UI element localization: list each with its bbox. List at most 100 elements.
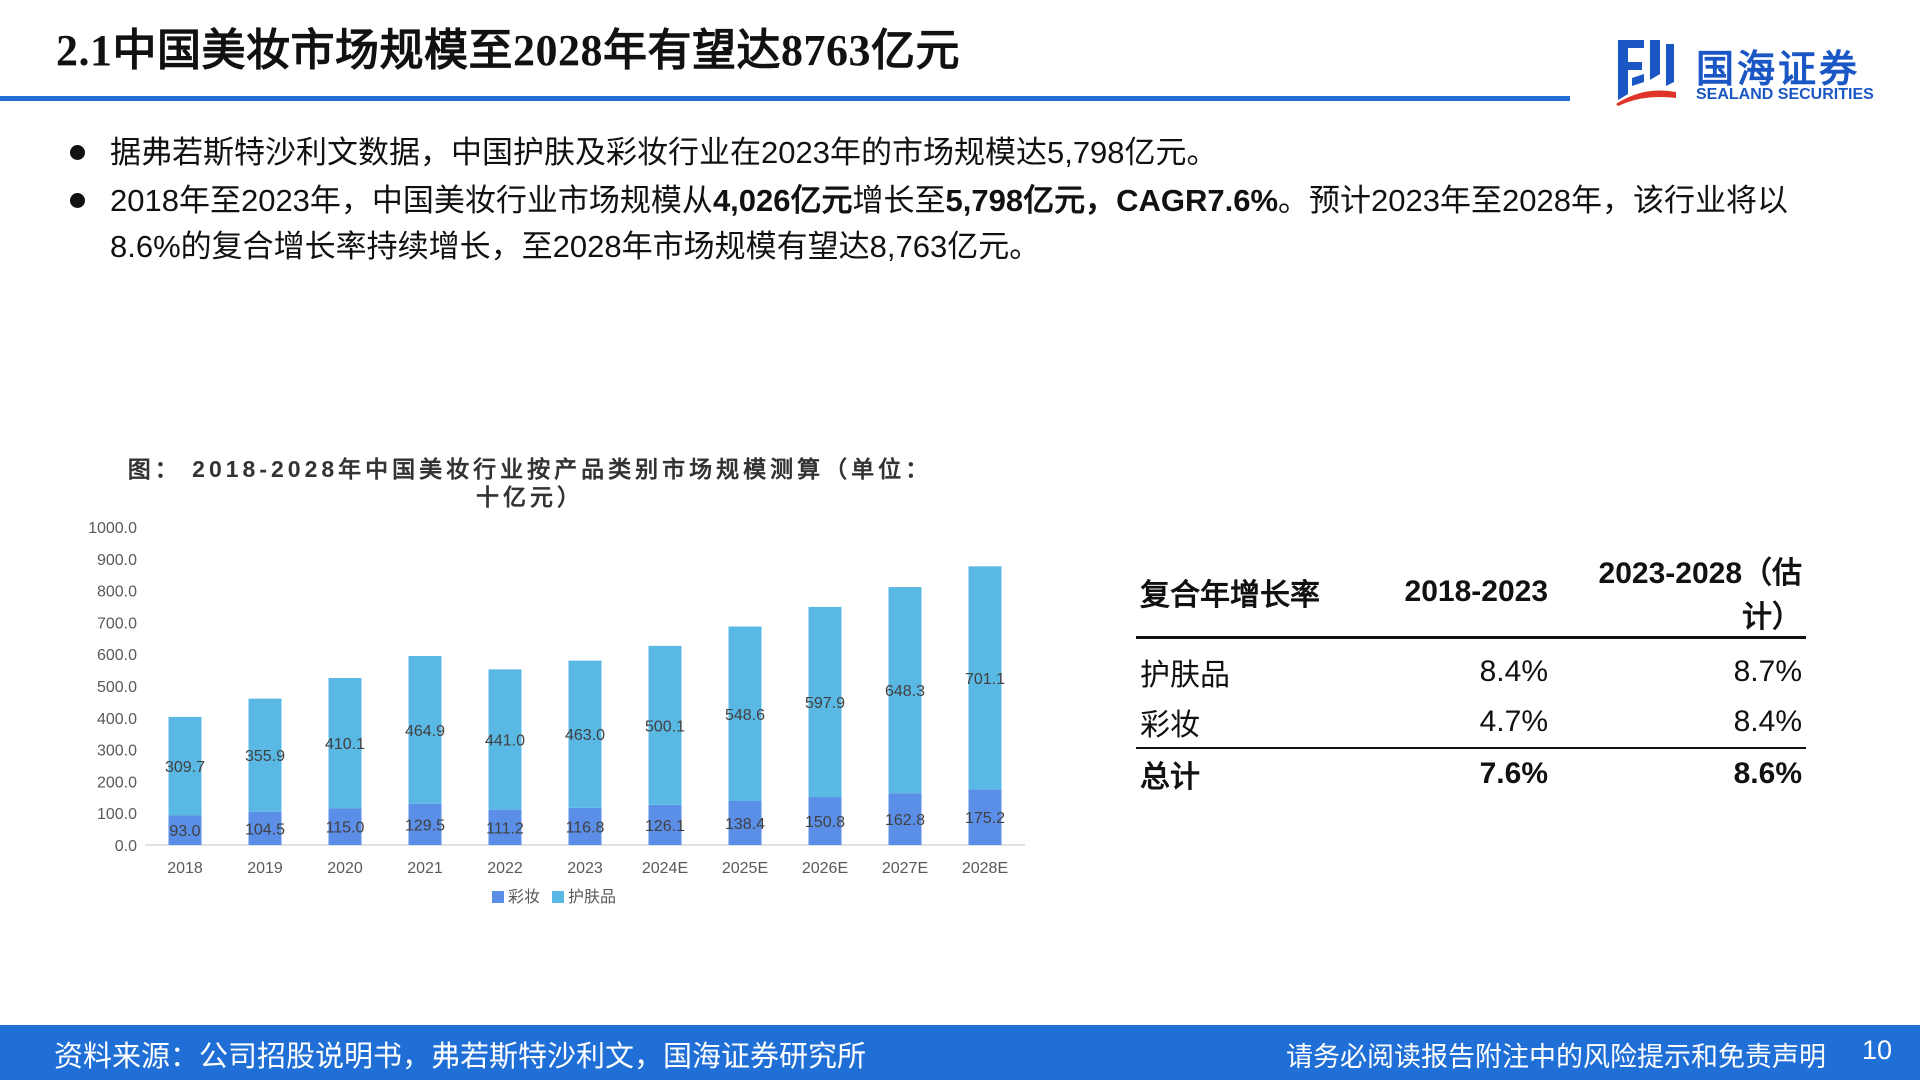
bar-segment-彩妆 bbox=[408, 803, 442, 845]
bullet-text: 增长至 bbox=[852, 183, 946, 218]
y-tick-label: 200.0 bbox=[97, 774, 137, 791]
bar-segment-护肤品 bbox=[408, 655, 442, 804]
y-tick-label: 1000.0 bbox=[88, 520, 137, 537]
bar-segment-彩妆 bbox=[328, 808, 362, 845]
bar-segment-彩妆 bbox=[968, 789, 1002, 845]
bar-segment-护肤品 bbox=[168, 716, 202, 816]
bar-segment-彩妆 bbox=[488, 809, 522, 845]
bullet-list: 据弗若斯特沙利文数据，中国护肤及彩妆行业在2023年的市场规模达5,798亿元。… bbox=[64, 130, 1854, 270]
data-label: 115.0 bbox=[326, 820, 365, 837]
y-tick-label: 0.0 bbox=[115, 838, 137, 855]
table-row: 彩妆 4.7% 8.4% bbox=[1136, 697, 1806, 748]
x-tick-label: 2027E bbox=[882, 860, 928, 877]
y-tick-label: 300.0 bbox=[97, 743, 137, 760]
data-label: 701.1 bbox=[965, 671, 1005, 688]
y-tick-label: 500.0 bbox=[97, 679, 137, 696]
table-cell: 4.7% bbox=[1479, 705, 1548, 738]
logo-name-en: SEALAND SECURITIES bbox=[1696, 86, 1874, 103]
data-label: 463.0 bbox=[565, 727, 605, 744]
bar-segment-护肤品 bbox=[728, 626, 762, 801]
table-cell: 总计 bbox=[1136, 747, 1364, 799]
legend-swatch bbox=[552, 891, 564, 903]
data-label: 175.2 bbox=[965, 810, 1005, 827]
y-tick-label: 900.0 bbox=[97, 552, 137, 569]
x-tick-label: 2026E bbox=[802, 860, 848, 877]
x-tick-label: 2025E bbox=[722, 860, 768, 877]
bar-segment-彩妆 bbox=[168, 815, 202, 845]
chart-title: 图： 2018-2028年中国美妆行业按产品类别市场规模测算（单位： 十亿元） bbox=[90, 455, 970, 511]
title-rule bbox=[0, 96, 1570, 101]
bar-segment-彩妆 bbox=[728, 800, 762, 845]
table-row: 护肤品 8.4% 8.7% bbox=[1136, 638, 1806, 698]
table-header-cell: 2023-2028（估计） bbox=[1552, 548, 1806, 639]
legend-label: 护肤品 bbox=[568, 888, 616, 906]
y-tick-label: 700.0 bbox=[97, 615, 137, 632]
y-tick-label: 400.0 bbox=[97, 711, 137, 728]
footer-bar: 资料来源：公司招股说明书，弗若斯特沙利文，国海证券研究所 请务必阅读报告附注中的… bbox=[0, 1025, 1920, 1080]
bar-segment-护肤品 bbox=[328, 678, 362, 809]
bar-segment-彩妆 bbox=[888, 793, 922, 845]
table-cell: 护肤品 bbox=[1140, 659, 1230, 692]
bar-segment-彩妆 bbox=[568, 807, 602, 845]
bar-segment-彩妆 bbox=[248, 811, 282, 845]
data-label: 410.1 bbox=[325, 736, 365, 753]
table-cell: 8.4% bbox=[1733, 705, 1802, 738]
bullet-text: 据弗若斯特沙利文数据，中国护肤及彩妆行业在2023年的市场规模达5,798亿元。 bbox=[110, 135, 1218, 170]
x-tick-label: 2018 bbox=[167, 860, 203, 877]
table-cell: 7.6% bbox=[1364, 747, 1552, 799]
page-title: 2.1中国美妆市场规模至2028年有望达8763亿元 bbox=[56, 26, 960, 75]
data-label: 309.7 bbox=[165, 759, 205, 776]
bar-segment-护肤品 bbox=[968, 566, 1002, 790]
x-tick-label: 2020 bbox=[327, 860, 363, 877]
cagr-table: 复合年增长率 2018-2023 2023-2028（估计） 护肤品 8.4% … bbox=[1136, 548, 1806, 799]
table-cell: 彩妆 bbox=[1140, 709, 1200, 742]
bar-segment-护肤品 bbox=[568, 660, 602, 808]
data-label: 355.9 bbox=[245, 748, 285, 765]
table-cell: 8.4% bbox=[1479, 655, 1548, 688]
chart-title-line: 十亿元） bbox=[476, 484, 584, 510]
data-label: 138.4 bbox=[725, 816, 765, 833]
table-header-row: 复合年增长率 2018-2023 2023-2028（估计） bbox=[1136, 548, 1806, 639]
data-label: 93.0 bbox=[169, 823, 200, 840]
x-tick-label: 2024E bbox=[642, 860, 688, 877]
chart-title-line: 图： 2018-2028年中国美妆行业按产品类别市场规模测算（单位： bbox=[127, 456, 933, 482]
logo-name-cn: 国海证券 bbox=[1696, 49, 1861, 91]
y-tick-label: 600.0 bbox=[97, 647, 137, 664]
table-total-row: 总计 7.6% 8.6% bbox=[1136, 747, 1806, 799]
legend-swatch bbox=[492, 891, 504, 903]
data-label: 597.9 bbox=[805, 695, 845, 712]
bar-segment-护肤品 bbox=[888, 587, 922, 794]
data-label: 104.5 bbox=[245, 821, 285, 838]
data-label: 129.5 bbox=[405, 817, 445, 834]
bar-segment-护肤品 bbox=[808, 606, 842, 798]
data-label: 150.8 bbox=[805, 814, 845, 831]
table-cell: 8.6% bbox=[1552, 747, 1806, 799]
bar-segment-护肤品 bbox=[648, 645, 682, 805]
x-tick-label: 2028E bbox=[962, 860, 1008, 877]
bullet-item: 2018年至2023年，中国美妆行业市场规模从4,026亿元增长至5,798亿元… bbox=[64, 178, 1854, 270]
y-tick-label: 100.0 bbox=[97, 806, 137, 823]
page-number: 10 bbox=[1861, 1035, 1892, 1065]
bullet-highlight: 5,798亿元，CAGR7.6% bbox=[945, 183, 1279, 218]
legend-label: 彩妆 bbox=[508, 888, 540, 906]
bar-segment-彩妆 bbox=[648, 804, 682, 845]
data-label: 116.8 bbox=[566, 819, 605, 836]
bullet-dot-icon bbox=[70, 145, 85, 160]
x-tick-label: 2021 bbox=[407, 860, 443, 877]
data-label: 548.6 bbox=[725, 707, 765, 724]
table-header-cell: 2018-2023 bbox=[1364, 548, 1552, 639]
bar-segment-护肤品 bbox=[248, 698, 282, 812]
disclaimer: 请务必阅读报告附注中的风险提示和免责声明 bbox=[1286, 1042, 1826, 1072]
source-note: 资料来源：公司招股说明书，弗若斯特沙利文，国海证券研究所 bbox=[54, 1041, 867, 1073]
bar-segment-彩妆 bbox=[808, 797, 842, 845]
data-label: 500.1 bbox=[645, 718, 685, 735]
data-label: 126.1 bbox=[645, 818, 685, 835]
table-header-cell: 复合年增长率 bbox=[1136, 548, 1364, 639]
data-label: 648.3 bbox=[885, 683, 925, 700]
stacked-bar-chart: 0.0 100.0 200.0 300.0 400.0 500.0 600.0 700.0 80… bbox=[88, 520, 1025, 906]
data-label: 464.9 bbox=[405, 723, 445, 740]
bullet-item: 据弗若斯特沙利文数据，中国护肤及彩妆行业在2023年的市场规模达5,798亿元。 bbox=[64, 130, 1854, 176]
logo-mark-icon bbox=[1616, 40, 1676, 106]
data-label: 162.8 bbox=[885, 812, 925, 829]
bullet-text: 。预计2023年至2028年，该行业将以8.6%的复合增长率持续增长，至2028… bbox=[110, 183, 1788, 264]
